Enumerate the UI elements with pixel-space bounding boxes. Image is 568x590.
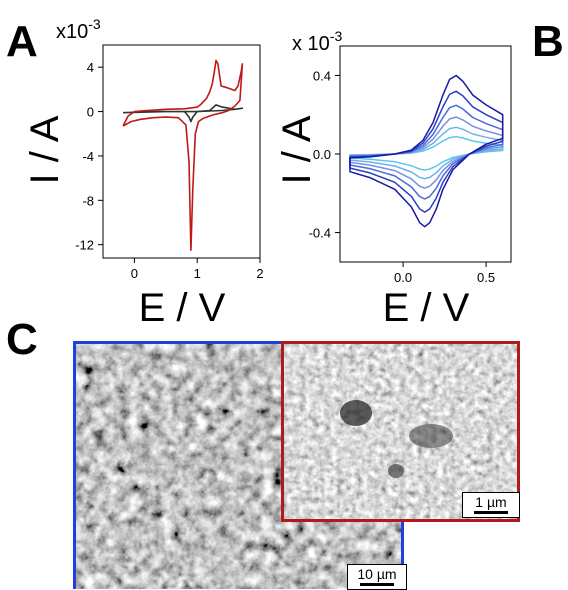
chart-a-ticks: 0 1 2 4 0 -4 -8 -12: [75, 60, 263, 281]
chart-a-series-line: [123, 104, 244, 123]
chart-b-series: [349, 74, 504, 228]
panel-label-c: C: [6, 315, 38, 364]
chart-b-xtick-label: 0.5: [477, 270, 495, 285]
chart-a-plot-frame: [102, 44, 261, 259]
panel-label-b: B: [532, 17, 564, 66]
chart-a-ylabel: I / A: [23, 115, 67, 184]
chart-b-ylabel: I / A: [275, 115, 319, 184]
chart-a-xtick-label: 2: [256, 266, 263, 281]
scale-bar-large-label: 10 µm: [357, 566, 397, 582]
chart-b-xlabel: E / V: [383, 286, 470, 330]
chart-a-xlabel: E / V: [139, 286, 226, 330]
chart-a-series-line: [122, 59, 244, 251]
scale-bar-small-line: [474, 511, 508, 514]
chart-b-series-line: [349, 90, 504, 213]
chart-a-ytick-label: 4: [87, 60, 94, 75]
chart-b-multiplier: x 10-3: [292, 28, 342, 55]
chart-b-multiplier-exp: -3: [330, 28, 343, 44]
chart-b-series-line: [349, 135, 504, 171]
chart-b-series-line: [349, 74, 504, 228]
chart-b-series-line: [349, 116, 504, 189]
chart-b-xtick-label: 0.0: [394, 270, 412, 285]
chart-a-xtick-label: 1: [194, 266, 201, 281]
scale-bar-small: 1 µm: [462, 492, 520, 518]
sem-image-inset: [281, 341, 520, 522]
chart-b-ytick-label: 0.0: [313, 147, 331, 162]
panel-label-a: A: [6, 17, 38, 66]
scale-bar-small-label: 1 µm: [475, 494, 507, 510]
chart-b: x 10-3 0.0 0.5 0.4 0.0 -0.4 I / A E / V: [275, 28, 512, 330]
chart-a-ytick-label: -8: [82, 193, 94, 208]
chart-b-series-line: [349, 126, 504, 180]
chart-a-ytick-label: 0: [87, 105, 94, 120]
chart-b-series-line: [349, 104, 504, 200]
scale-bar-large-line: [360, 583, 394, 586]
chart-b-ytick-label: -0.4: [309, 226, 331, 241]
chart-a-series: [122, 59, 244, 251]
chart-a-ytick-label: -4: [82, 149, 94, 164]
chart-a: x10-3 0 1 2 4 0 -4 -8 -12 I / A E / V: [23, 16, 264, 330]
scale-bar-large: 10 µm: [347, 564, 407, 590]
charts-svg: x10-3 0 1 2 4 0 -4 -8 -12 I / A E / V x 10-3 0.…: [23, 16, 512, 330]
chart-a-multiplier-exp: -3: [88, 16, 101, 32]
chart-a-ytick-label: -12: [75, 238, 94, 253]
chart-b-ytick-label: 0.4: [313, 68, 331, 83]
chart-b-ticks: 0.0 0.5 0.4 0.0 -0.4: [309, 68, 496, 285]
chart-a-xtick-label: 0: [131, 266, 138, 281]
chart-a-multiplier: x10-3: [56, 16, 101, 43]
